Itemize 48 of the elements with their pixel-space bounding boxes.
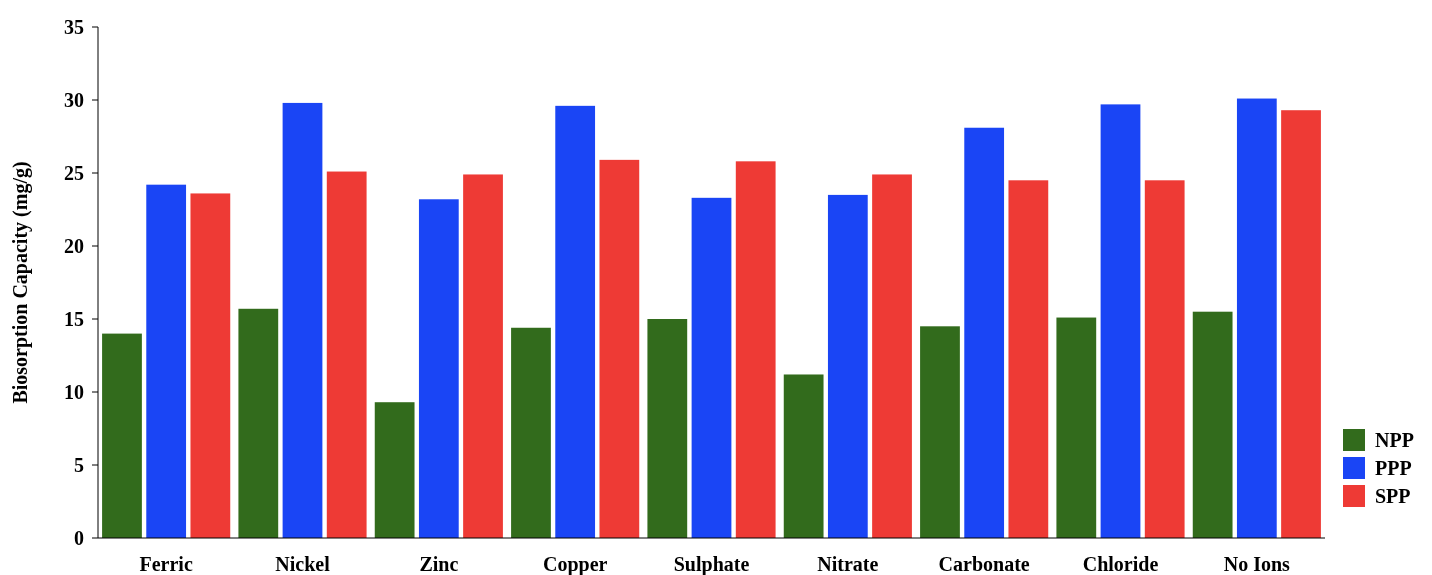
bar <box>282 102 323 538</box>
bar <box>511 327 551 538</box>
bar <box>463 174 503 538</box>
x-tick-label: Carbonate <box>938 553 1030 575</box>
y-tick-label: 10 <box>64 381 84 403</box>
bar <box>647 319 688 538</box>
bar <box>555 105 596 538</box>
y-tick-label: 35 <box>64 16 84 38</box>
bar <box>1281 110 1321 538</box>
bar <box>326 171 367 538</box>
bar <box>190 193 231 538</box>
y-tick-label: 20 <box>64 235 84 257</box>
bar <box>872 174 912 538</box>
x-tick-label: Nitrate <box>817 553 879 575</box>
bar <box>1008 180 1049 538</box>
x-tick-label: Zinc <box>419 553 459 575</box>
x-tick-label: No Ions <box>1223 553 1291 575</box>
legend-label: PPP <box>1375 457 1412 479</box>
bar <box>1236 98 1277 538</box>
bar <box>374 402 415 538</box>
bar <box>783 374 824 538</box>
bar <box>920 326 960 538</box>
bar <box>1100 104 1141 538</box>
x-tick-label: Copper <box>542 553 608 575</box>
y-tick-label: 30 <box>64 89 84 111</box>
x-tick-label: Nickel <box>275 553 331 575</box>
bar <box>102 333 142 538</box>
y-tick-label: 5 <box>74 454 84 476</box>
y-tick-label: 25 <box>64 162 84 184</box>
bar <box>1056 317 1097 538</box>
bar <box>1192 311 1233 538</box>
bar <box>827 194 868 538</box>
bar <box>691 197 732 538</box>
bar <box>599 159 640 538</box>
bar <box>146 184 187 538</box>
bar <box>418 199 459 538</box>
y-tick-label: 15 <box>64 308 84 330</box>
legend-label: NPP <box>1375 429 1414 451</box>
x-tick-label: Ferric <box>139 553 193 575</box>
bar <box>238 308 279 538</box>
bar <box>964 127 1005 538</box>
x-tick-label: Chloride <box>1082 553 1159 575</box>
bar <box>1144 180 1185 538</box>
y-tick-label: 0 <box>74 527 84 549</box>
bar <box>735 161 776 538</box>
legend-label: SPP <box>1375 485 1411 507</box>
y-axis-title: Biosorption Capacity (mg/g) <box>9 161 32 404</box>
x-tick-label: Sulphate <box>673 553 750 575</box>
